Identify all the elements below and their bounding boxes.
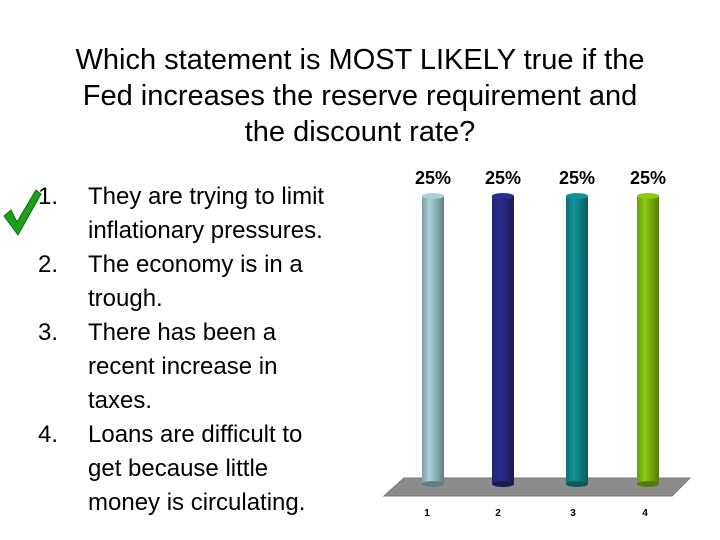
bar-top-4 bbox=[637, 193, 659, 199]
answer-option-4: 4. Loans are difficult to get because li… bbox=[0, 418, 380, 520]
answer-number: 4. bbox=[38, 421, 59, 448]
bar-top-2 bbox=[492, 193, 514, 199]
data-label-1: 25% bbox=[415, 168, 451, 188]
answer-list: 1. They are trying to limit inflationary… bbox=[0, 180, 380, 520]
checkmark-icon bbox=[3, 189, 42, 236]
answer-line: trough. bbox=[88, 285, 163, 312]
answer-line: They are trying to limit bbox=[88, 183, 325, 210]
data-label-3: 25% bbox=[559, 168, 595, 188]
answer-option-3: 3. There has been a recent increase in t… bbox=[0, 316, 380, 418]
category-label-2: 2 bbox=[495, 508, 501, 519]
category-label-1: 1 bbox=[424, 508, 430, 519]
question-line: Which statement is MOST LIKELY true if t… bbox=[75, 44, 645, 76]
answer-number: 2. bbox=[38, 251, 59, 278]
question-line: Fed increases the reserve requirement an… bbox=[82, 80, 638, 112]
answer-option-2: 2. The economy is in a trough. bbox=[0, 248, 380, 316]
bar-3 bbox=[566, 196, 588, 484]
bar-4 bbox=[637, 196, 659, 484]
category-label-4: 4 bbox=[642, 508, 648, 519]
bar-base-4 bbox=[637, 481, 659, 487]
answer-number: 1. bbox=[38, 183, 59, 210]
bar-top-3 bbox=[566, 193, 588, 199]
category-label-3: 3 bbox=[570, 508, 576, 519]
bar-base-2 bbox=[492, 481, 514, 487]
bar-base-3 bbox=[566, 481, 588, 487]
question-title: Which statement is MOST LIKELY true if t… bbox=[20, 42, 700, 150]
chart-category-labels: 1 2 3 4 bbox=[424, 508, 648, 519]
chart-data-labels: 25% 25% 25% 25% bbox=[415, 168, 666, 188]
data-label-4: 25% bbox=[630, 168, 666, 188]
chart-floor bbox=[382, 477, 692, 497]
answer-line: recent increase in bbox=[88, 353, 278, 380]
answer-option-1: 1. They are trying to limit inflationary… bbox=[0, 180, 380, 248]
answer-line: There has been a bbox=[88, 319, 277, 346]
answer-line: Loans are difficult to bbox=[88, 421, 303, 448]
answer-number: 3. bbox=[38, 319, 59, 346]
answer-line: taxes. bbox=[88, 387, 153, 414]
answer-line: inflationary pressures. bbox=[88, 217, 323, 244]
bar-top-1 bbox=[422, 193, 444, 199]
data-label-2: 25% bbox=[485, 168, 521, 188]
answer-line: The economy is in a bbox=[88, 251, 303, 278]
chart-bars bbox=[422, 193, 659, 487]
bar-1 bbox=[422, 196, 444, 484]
bar-base-1 bbox=[422, 481, 444, 487]
answer-line: get because little bbox=[88, 455, 269, 482]
answer-line: money is circulating. bbox=[88, 489, 306, 516]
bar-2 bbox=[492, 196, 514, 484]
question-line: the discount rate? bbox=[244, 116, 476, 148]
